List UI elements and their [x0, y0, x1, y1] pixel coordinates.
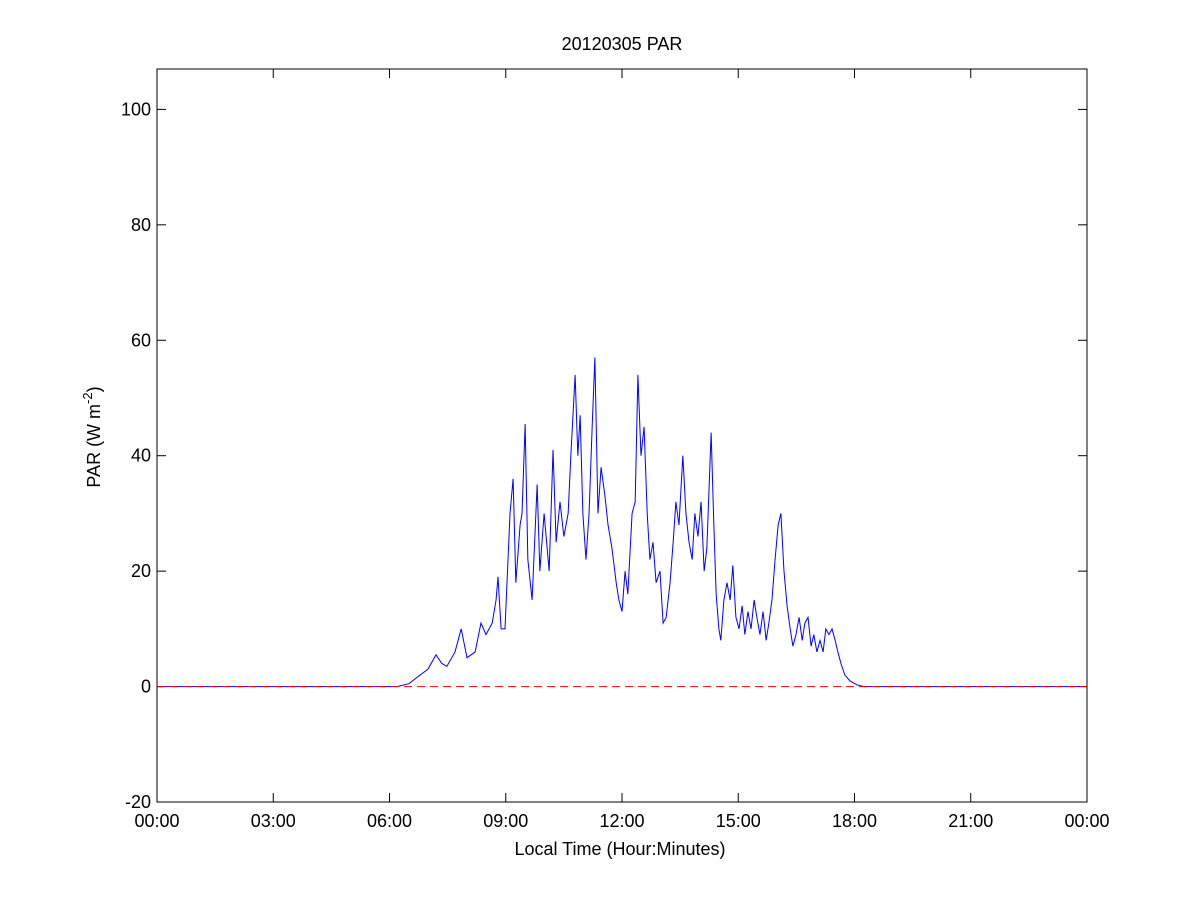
- y-tick-label: 100: [121, 99, 151, 119]
- y-axis-label: PAR (W m-2): [80, 386, 104, 487]
- x-tick-label: 15:00: [716, 811, 761, 831]
- y-tick-label: 80: [131, 215, 151, 235]
- x-tick-label: 21:00: [948, 811, 993, 831]
- y-tick-label: 40: [131, 446, 151, 466]
- y-axis-label-superscript: -2: [80, 392, 95, 404]
- y-tick-label: 60: [131, 330, 151, 350]
- x-tick-label: 00:00: [1064, 811, 1109, 831]
- y-tick-label: 20: [131, 561, 151, 581]
- y-tick-label: -20: [125, 792, 151, 812]
- x-axis-label: Local Time (Hour:Minutes): [514, 839, 725, 859]
- y-axis-label-suffix: ): [84, 386, 104, 392]
- x-tick-label: 00:00: [134, 811, 179, 831]
- x-tick-label: 18:00: [832, 811, 877, 831]
- y-axis-label-base: PAR (W m: [84, 404, 104, 488]
- data-line: [157, 357, 1087, 688]
- plot-frame: [156, 68, 1088, 803]
- y-tick-label: 0: [141, 677, 151, 697]
- chart-title: 20120305 PAR: [562, 34, 683, 54]
- x-tick-label: 03:00: [251, 811, 296, 831]
- x-tick-label: 09:00: [483, 811, 528, 831]
- x-tick-label: 12:00: [599, 811, 644, 831]
- x-tick-label: 06:00: [367, 811, 412, 831]
